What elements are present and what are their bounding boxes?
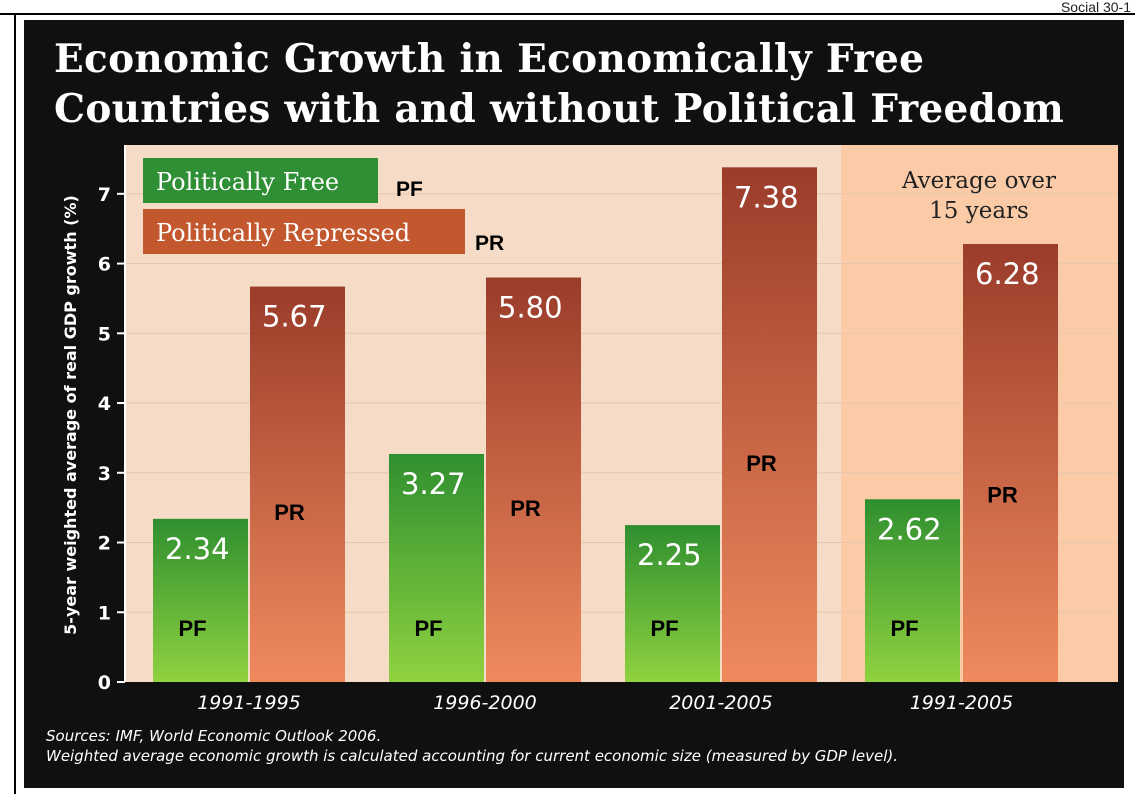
y-tick-label: 2 xyxy=(98,533,111,555)
x-tick-label: 1996-2000 xyxy=(433,692,537,714)
left-border-rule xyxy=(14,13,16,794)
bar-pf-1996-2000 xyxy=(389,453,484,682)
highlight-caption-line-1: Average over xyxy=(901,168,1056,194)
y-axis-label: 5-year weighted average of real GDP grow… xyxy=(61,195,80,635)
data-label-pr-2001-2005: 7.38 xyxy=(734,180,799,214)
bar-annotation-pf-2001-2005: PF xyxy=(650,616,678,641)
bar-annotation-pf-1996-2000: PF xyxy=(414,616,442,641)
data-label-pf-1991-1995: 2.34 xyxy=(165,532,230,566)
source-line-1: Sources: IMF, World Economic Outlook 200… xyxy=(46,727,382,745)
axes: 0 1 2 3 4 5 6 7 1991-1995 1996-2000 2001-2005 1991-… xyxy=(98,145,1014,714)
bar-annotation-pr-1996-2000: PR xyxy=(510,496,541,521)
chart-title: Economic Growth in Economically Free Cou… xyxy=(54,34,1114,134)
bar-chart: 2.34 PF 5.67 PR 3.27 PF 5.80 PR 2.25 PF 7.38 PR 2.62… xyxy=(61,145,1118,714)
bar-pr-1996-2000 xyxy=(486,277,581,682)
legend-abbrev-pf: PF xyxy=(396,178,423,201)
bar-annotation-pr-1991-2005: PR xyxy=(987,482,1018,507)
bar-pf-1991-2005 xyxy=(865,499,960,682)
legend-label-politically-repressed: Politically Repressed xyxy=(156,219,410,247)
source-line-2: Weighted average economic growth is calc… xyxy=(46,747,899,765)
legend-swatch-politically-free xyxy=(143,158,378,203)
corner-label: Social 30-1 xyxy=(1060,0,1131,14)
chart-title-line-1: Economic Growth in Economically Free xyxy=(54,36,925,82)
data-label-pf-1996-2000: 3.27 xyxy=(401,467,466,501)
y-tick-label: 6 xyxy=(98,254,111,276)
source-note: Sources: IMF, World Economic Outlook 200… xyxy=(46,726,1106,766)
highlight-caption-line-2: 15 years xyxy=(929,198,1029,224)
legend-label-politically-free: Politically Free xyxy=(156,168,339,196)
legend: Politically Free PF Politically Represse… xyxy=(143,158,504,255)
bar-pf-1991-1995 xyxy=(153,518,248,682)
bar-pr-2001-2005 xyxy=(722,167,817,682)
infographic-card: Economic Growth in Economically Free Cou… xyxy=(24,20,1124,788)
data-label-pf-1991-2005: 2.62 xyxy=(877,512,942,546)
bar-annotation-pr-2001-2005: PR xyxy=(746,451,777,476)
y-tick-label: 0 xyxy=(98,672,111,694)
bars: 2.34 PF 5.67 PR 3.27 PF 5.80 PR 2.25 PF 7.38 PR 2.62… xyxy=(153,167,1058,682)
x-tick-label: 1991-2005 xyxy=(910,692,1014,714)
data-label-pr-1991-2005: 6.28 xyxy=(975,257,1040,291)
x-tick-label: 1991-1995 xyxy=(197,692,301,714)
y-tick-label: 3 xyxy=(98,463,111,485)
bar-annotation-pf-1991-1995: PF xyxy=(178,616,206,641)
top-border-rule xyxy=(0,13,1135,15)
chart-title-line-2: Countries with and without Political Fre… xyxy=(54,86,1065,132)
bar-annotation-pf-1991-2005: PF xyxy=(890,616,918,641)
bar-pr-1991-1995 xyxy=(250,286,345,682)
y-tick-label: 5 xyxy=(98,323,111,345)
y-tick-label: 4 xyxy=(98,393,111,415)
y-tick-label: 1 xyxy=(98,602,111,624)
legend-swatch-politically-repressed xyxy=(143,209,465,254)
bar-pf-2001-2005 xyxy=(625,525,720,682)
x-tick-label: 2001-2005 xyxy=(669,692,773,714)
y-tick-label: 7 xyxy=(98,184,111,206)
bar-annotation-pr-1991-1995: PR xyxy=(274,500,305,525)
bar-pr-1991-2005 xyxy=(963,244,1058,682)
legend-abbrev-pr: PR xyxy=(475,232,504,255)
data-label-pf-2001-2005: 2.25 xyxy=(637,538,702,572)
data-label-pr-1991-1995: 5.67 xyxy=(262,300,327,334)
data-label-pr-1996-2000: 5.80 xyxy=(498,291,563,325)
